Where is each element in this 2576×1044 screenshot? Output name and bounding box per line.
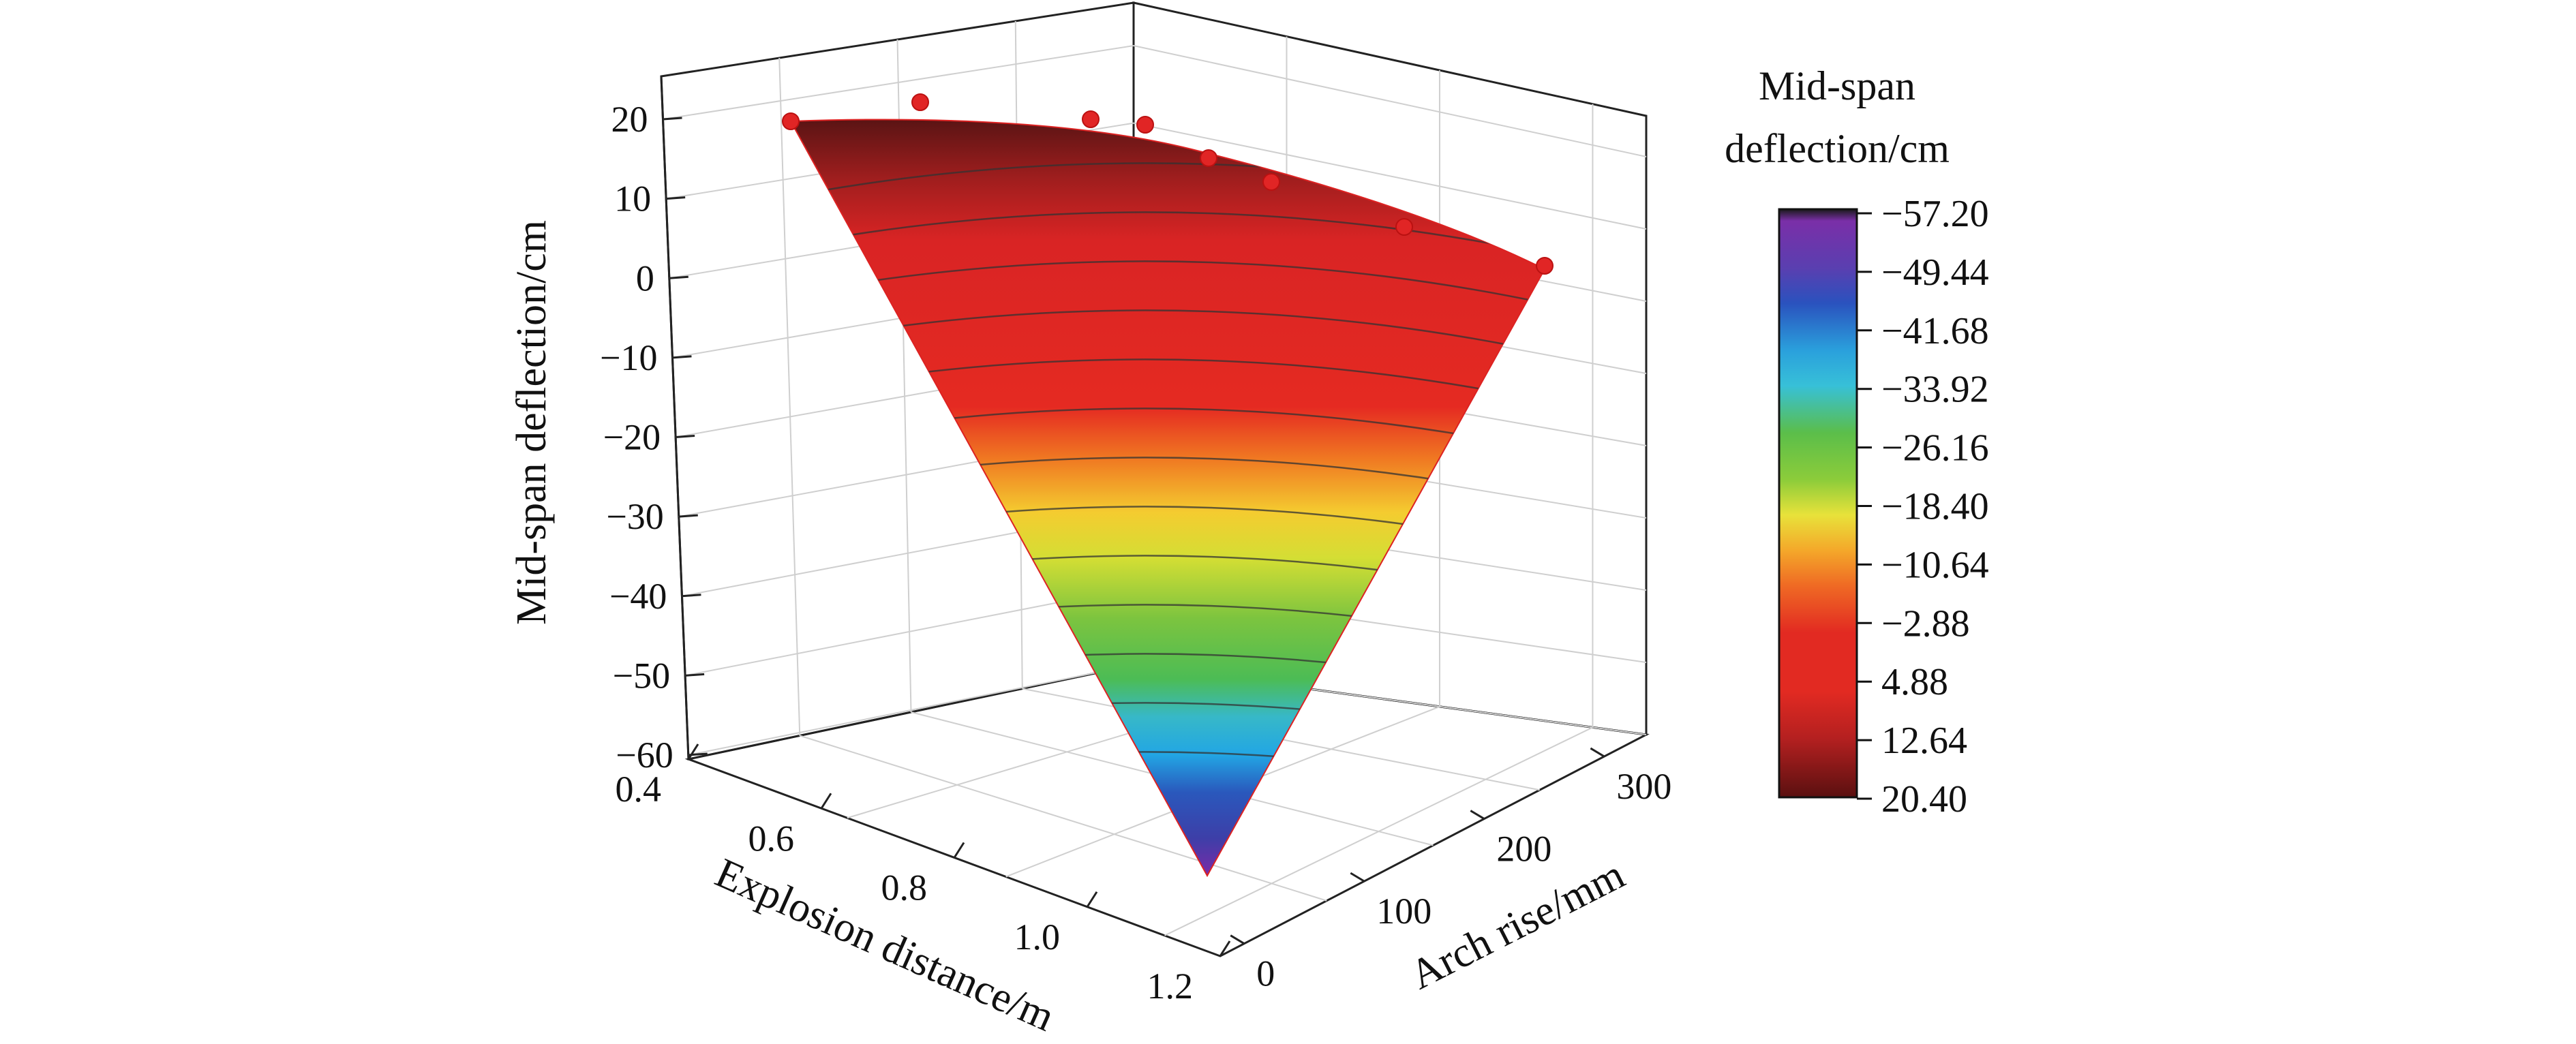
y-tick-mark bbox=[1230, 934, 1245, 945]
data-point bbox=[1395, 218, 1413, 236]
surface bbox=[789, 119, 1546, 878]
x-tick-label: 0.8 bbox=[881, 868, 928, 908]
z-tick-label: −10 bbox=[600, 337, 657, 378]
grid-line-floor bbox=[1164, 726, 1593, 936]
colorbar-tick-label: −41.68 bbox=[1881, 310, 1989, 352]
y-tick-mark bbox=[1350, 872, 1365, 882]
y-tick-label: 0 bbox=[1256, 953, 1275, 994]
colorbar-tick-label: 4.88 bbox=[1881, 661, 1948, 703]
front-left-edge bbox=[660, 76, 690, 760]
y-tick-label: 300 bbox=[1616, 766, 1671, 807]
x-tick-label: 1.2 bbox=[1147, 966, 1194, 1007]
z-tick-label: −30 bbox=[606, 496, 663, 537]
x-tick-label: 0.6 bbox=[748, 818, 795, 859]
z-axis-title: Mid-span deflection/cm bbox=[509, 220, 555, 625]
y-tick-mark bbox=[1590, 747, 1605, 758]
z-tick-mark bbox=[676, 435, 695, 438]
x-tick-mark bbox=[820, 793, 832, 810]
y-tick-label: 200 bbox=[1496, 829, 1551, 870]
colorbar-bar bbox=[1778, 208, 1858, 799]
x-tick-mark bbox=[687, 743, 699, 760]
y-axis-title: Arch rise/mm bbox=[1403, 851, 1632, 998]
colorbar-tick-label: −2.88 bbox=[1881, 602, 1970, 645]
z-tick-mark bbox=[682, 594, 701, 598]
data-point bbox=[1262, 173, 1280, 191]
data-point bbox=[1136, 116, 1154, 134]
data-points bbox=[782, 93, 1554, 275]
colorbar-tick-label: 12.64 bbox=[1881, 720, 1967, 762]
surface-shape bbox=[789, 119, 1546, 878]
data-point bbox=[782, 112, 800, 130]
z-tick-mark bbox=[666, 196, 686, 200]
colorbar-title-line1: Mid-span bbox=[1759, 63, 1915, 108]
y-axis: 0 100 200 300 bbox=[1230, 747, 1671, 994]
z-tick-label: −20 bbox=[603, 417, 661, 458]
z-tick-label: 0 bbox=[636, 258, 654, 298]
z-tick-label: 10 bbox=[614, 179, 651, 219]
grid-line-right-wall bbox=[1133, 45, 1647, 157]
x-axis: 0.4 0.6 0.8 1.0 1.2 bbox=[616, 743, 1231, 1007]
colorbar-tick-label: −33.92 bbox=[1881, 369, 1989, 411]
colorbar-title-line2: deflection/cm bbox=[1725, 126, 1950, 171]
x-tick-label: 1.0 bbox=[1014, 917, 1061, 957]
grid-line-right-wall bbox=[1133, 122, 1647, 230]
colorbar-tick-label: −49.44 bbox=[1881, 251, 1989, 294]
data-point bbox=[911, 93, 929, 111]
colorbar-tick-label: −26.16 bbox=[1881, 427, 1989, 470]
grid-line-left-vertical bbox=[778, 57, 801, 736]
z-tick-mark bbox=[684, 673, 705, 677]
x-tick-mark bbox=[1086, 891, 1098, 908]
z-tick-mark bbox=[663, 117, 682, 121]
x-tick-mark bbox=[1219, 940, 1231, 957]
colorbar-tick-label: −18.40 bbox=[1881, 486, 1989, 528]
colorbar: Mid-span deflection/cm −57.20 −49.44 −41.6… bbox=[1725, 63, 1989, 820]
z-tick-label: −60 bbox=[616, 735, 673, 776]
data-point bbox=[1536, 257, 1554, 275]
z-tick-label: 20 bbox=[611, 99, 648, 140]
grid-line-floor bbox=[799, 735, 1327, 902]
colorbar-tick-label: −10.64 bbox=[1881, 544, 1989, 586]
x-tick-label: 0.4 bbox=[616, 769, 662, 810]
data-point bbox=[1200, 149, 1217, 167]
data-point bbox=[1082, 110, 1100, 128]
x-tick-mark bbox=[953, 842, 965, 859]
z-tick-label: −40 bbox=[609, 576, 667, 617]
colorbar-tick-label: −57.20 bbox=[1881, 193, 1989, 235]
y-tick-label: 100 bbox=[1376, 891, 1431, 932]
y-tick-mark bbox=[1470, 810, 1485, 820]
z-tick-mark bbox=[672, 355, 692, 359]
colorbar-tick-label: 20.40 bbox=[1881, 778, 1967, 820]
colorbar-ticks: −57.20 −49.44 −41.68 −33.92 −26.16 −18.40 −10.… bbox=[1857, 193, 1989, 820]
z-tick-mark bbox=[678, 514, 698, 518]
z-tick-label: −50 bbox=[613, 655, 670, 696]
z-axis: 20 10 0 −10 −20 −30 −40 −50 −60 bbox=[600, 99, 708, 776]
z-tick-mark bbox=[669, 275, 688, 279]
